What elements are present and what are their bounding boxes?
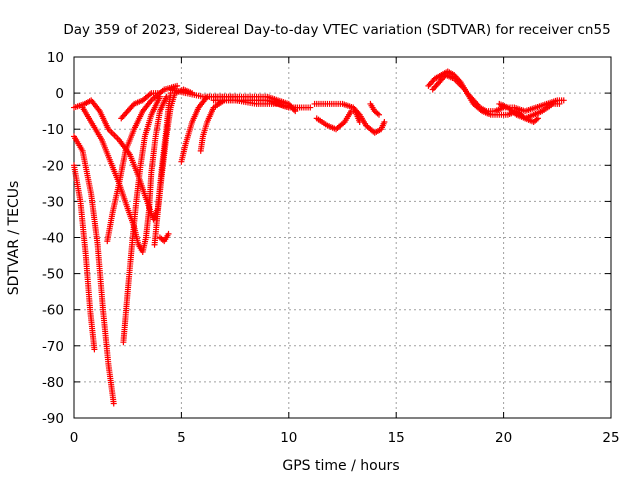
series-track-g: [118, 90, 163, 122]
x-tick-label: 10: [280, 430, 297, 446]
x-tick-label: 15: [388, 430, 405, 446]
y-tick-label: -90: [42, 411, 64, 427]
series-track-s: [496, 100, 541, 125]
data-point: [165, 230, 172, 237]
y-tick-label: 10: [47, 50, 64, 66]
series-track-k: [197, 97, 314, 154]
x-tick-label: 20: [495, 430, 512, 446]
series-track-d: [79, 93, 170, 255]
data-point: [560, 97, 567, 104]
x-axis-label: GPS time / hours: [282, 458, 399, 474]
data-marks: [71, 68, 567, 407]
y-tick-label: -10: [42, 122, 64, 138]
data-point: [556, 100, 563, 107]
data-point: [163, 93, 170, 100]
y-tick-label: -80: [42, 375, 64, 391]
series-track-a: [71, 162, 98, 353]
series-track-i: [156, 230, 172, 245]
y-tick-label: -40: [42, 231, 64, 247]
y-axis-label: SDTVAR / TECUs: [6, 181, 22, 296]
x-tick-label: 25: [602, 430, 619, 446]
series-track-m: [210, 97, 303, 111]
x-tick-label: 0: [70, 430, 79, 446]
series-track-r: [429, 72, 563, 122]
y-tick-label: -70: [42, 339, 64, 355]
data-point: [91, 346, 98, 353]
series-track-f: [120, 93, 163, 346]
series-track-e: [104, 82, 181, 245]
series-track-b: [71, 133, 117, 407]
data-point: [534, 115, 541, 122]
y-tick-labels: -90 -80 -70 -60 -50 -40 -30 -20 -10 0 10: [42, 50, 64, 427]
data-point: [110, 400, 117, 407]
data-point: [356, 118, 363, 125]
data-point: [381, 118, 388, 125]
data-point: [307, 104, 314, 111]
x-tick-labels: 0 5 10 15 20 25: [70, 430, 620, 446]
axis-ticks: [73, 56, 612, 419]
x-tick-label: 5: [177, 430, 186, 446]
y-tick-label: -60: [42, 303, 64, 319]
data-point: [156, 90, 163, 97]
y-tick-label: -30: [42, 194, 64, 210]
y-tick-label: 0: [55, 86, 64, 102]
data-point: [174, 82, 181, 89]
y-tick-label: -20: [42, 158, 64, 174]
data-point: [296, 104, 303, 111]
y-tick-label: -50: [42, 267, 64, 283]
series-track-n: [311, 100, 388, 136]
data-point: [376, 111, 383, 118]
chart-title: Day 359 of 2023, Sidereal Day-to-day VTE…: [63, 22, 610, 38]
series-track-p: [367, 100, 383, 118]
series-track-o: [313, 108, 363, 133]
